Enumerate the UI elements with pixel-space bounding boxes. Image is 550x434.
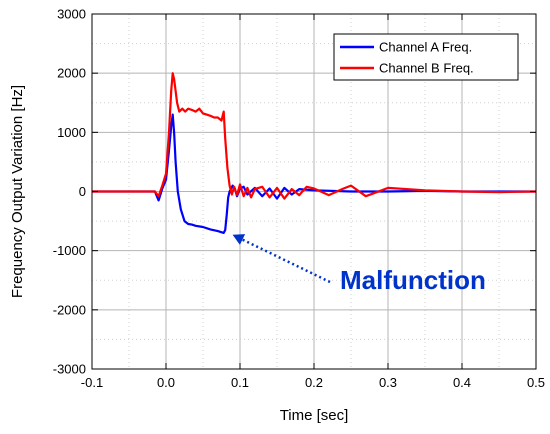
x-axis-title: Time [sec]	[280, 407, 349, 424]
x-tick-label: 0.4	[453, 375, 471, 390]
annotation-arrow-head	[232, 234, 246, 245]
annotation-arrow-line	[240, 237, 331, 284]
legend-label: Channel B Freq.	[379, 61, 474, 76]
y-tick-label: 2000	[57, 66, 86, 81]
x-tick-label: 0.3	[379, 375, 397, 390]
x-tick-label: 0.1	[231, 375, 249, 390]
x-tick-label: -0.1	[81, 375, 103, 390]
annotation: Malfunction	[232, 234, 486, 295]
y-tick-label: 0	[79, 184, 86, 199]
legend-box	[333, 33, 519, 81]
y-tick-label: -1000	[53, 243, 86, 258]
annotation-label: Malfunction	[340, 265, 486, 295]
series-line-channel-a	[92, 113, 536, 234]
legend: Channel A Freq. Channel B Freq.	[333, 33, 519, 81]
x-tick-label: 0.2	[305, 375, 323, 390]
y-tick-label: 3000	[57, 7, 86, 22]
axis-ticks: -0.1 0.0 0.1 0.2 0.3 0.4 0.5 -3000 -2000 -1000 0 10…	[53, 7, 545, 391]
y-tick-label: -3000	[53, 362, 86, 377]
y-tick-label: 1000	[57, 125, 86, 140]
y-axis-title: Frequency Output Variation [Hz]	[9, 85, 26, 298]
series-lines	[92, 72, 537, 234]
legend-label: Channel A Freq.	[379, 40, 472, 55]
y-tick-label: -2000	[53, 302, 86, 317]
series-line-channel-b	[92, 72, 537, 200]
x-tick-label: 0.0	[157, 375, 175, 390]
x-tick-label: 0.5	[527, 375, 545, 390]
